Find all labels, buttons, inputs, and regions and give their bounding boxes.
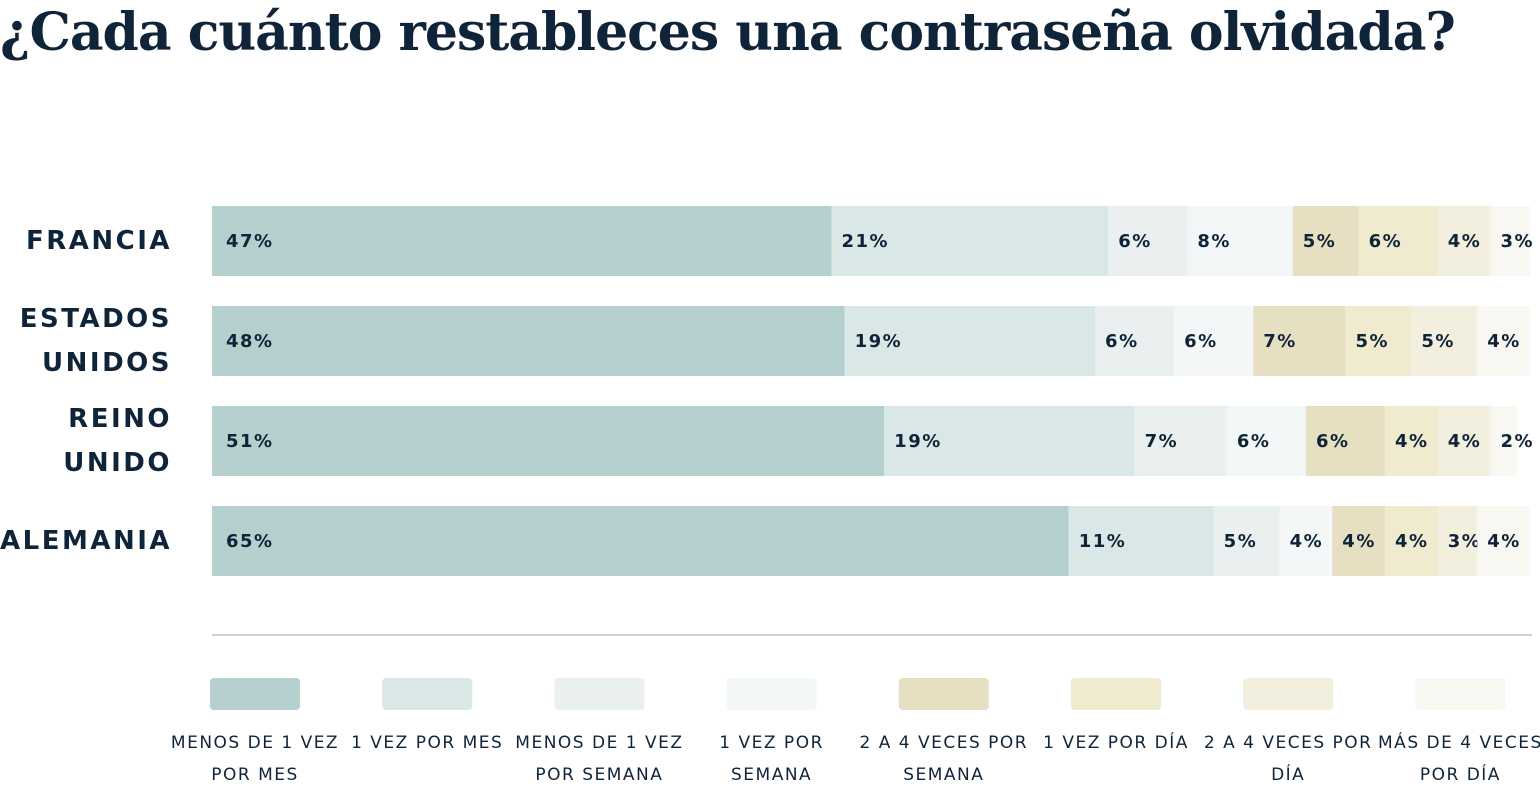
bar-segment	[1490, 206, 1530, 276]
data-label: 6%	[1118, 231, 1152, 252]
data-label: 4%	[1487, 531, 1521, 552]
data-label: 6%	[1316, 431, 1350, 452]
legend-label: MENOS DE 1 VEZ POR MES	[170, 733, 340, 785]
bar-segment	[212, 406, 885, 476]
bar-segment	[1477, 506, 1530, 576]
legend-swatch	[382, 678, 473, 710]
bar-segment	[1292, 206, 1359, 276]
data-label: 51%	[226, 431, 274, 452]
data-label: 5%	[1355, 331, 1389, 352]
bar-segment	[1385, 506, 1438, 576]
bar-segment	[1332, 506, 1386, 576]
legend-swatch	[1243, 678, 1334, 710]
bar-segment	[1253, 306, 1346, 376]
data-label: 7%	[1145, 431, 1179, 452]
bar-segment	[1108, 206, 1188, 276]
data-label: 47%	[226, 231, 274, 252]
data-label: 4%	[1487, 331, 1521, 352]
bar-segment	[1477, 306, 1530, 376]
bar-segment	[1358, 206, 1438, 276]
data-label: 6%	[1369, 231, 1403, 252]
data-label: 7%	[1263, 331, 1297, 352]
data-label: 8%	[1197, 231, 1231, 252]
bar-segment	[1437, 406, 1491, 476]
bar-segment	[831, 206, 1109, 276]
legend-label: 2 A 4 VECES POR DÍA	[1203, 733, 1373, 785]
data-label: 6%	[1184, 331, 1218, 352]
data-label: 3%	[1500, 231, 1534, 252]
bar-segment	[1437, 506, 1478, 576]
data-label: 4%	[1395, 431, 1429, 452]
bar-segment	[1174, 306, 1254, 376]
data-label: 6%	[1105, 331, 1139, 352]
data-label: 4%	[1448, 431, 1482, 452]
data-label: 4%	[1448, 231, 1482, 252]
bar-segment	[884, 406, 1135, 476]
bar-segment	[1068, 506, 1214, 576]
bar-segment	[212, 306, 845, 376]
legend-swatch	[898, 678, 989, 710]
data-label: 19%	[855, 331, 903, 352]
bar-segment	[1305, 406, 1386, 476]
data-label: 5%	[1224, 531, 1258, 552]
category-label: ESTADOS UNIDOS	[19, 304, 172, 378]
legend-label: MENOS DE 1 VEZ POR SEMANA	[515, 733, 684, 785]
bar-segment	[1226, 406, 1306, 476]
chart-title: ¿Cada cuánto restableces una contraseña …	[0, 2, 1456, 63]
data-label: 2%	[1500, 431, 1534, 452]
data-label: 5%	[1421, 331, 1455, 352]
legend-swatch	[1071, 678, 1161, 710]
legend-label: 2 A 4 VECES POR SEMANA	[859, 733, 1029, 785]
data-label: 48%	[226, 331, 274, 352]
legend-label: 1 VEZ POR DÍA	[1043, 733, 1189, 753]
bar-segment	[1385, 406, 1438, 476]
legend-label: MÁS DE 4 VECES POR DÍA	[1378, 733, 1540, 785]
bar-segment	[1437, 206, 1491, 276]
bar-segment	[212, 206, 832, 276]
data-label: 11%	[1079, 531, 1127, 552]
data-label: 6%	[1237, 431, 1271, 452]
category-label: REINO UNIDO	[63, 404, 172, 478]
data-label: 5%	[1303, 231, 1337, 252]
data-label: 4%	[1342, 531, 1376, 552]
legend-swatch	[726, 678, 817, 710]
legend-swatch	[1415, 678, 1506, 710]
data-label: 3%	[1448, 531, 1482, 552]
data-label: 19%	[894, 431, 942, 452]
data-label: 21%	[841, 231, 889, 252]
bar-segment	[844, 306, 1096, 376]
bar-segment	[212, 506, 1069, 576]
bar-segment	[1134, 406, 1227, 476]
bar-segment	[1187, 206, 1293, 276]
data-label: 4%	[1395, 531, 1429, 552]
bar-segment	[1279, 506, 1333, 576]
legend-swatch	[210, 678, 300, 710]
bar-segment	[1411, 306, 1478, 376]
bar-segment	[1490, 406, 1517, 476]
category-label: FRANCIA	[25, 226, 172, 256]
bar-segment	[1095, 306, 1175, 376]
legend-label: 1 VEZ POR SEMANA	[719, 733, 824, 785]
data-label: 65%	[226, 531, 274, 552]
legend-label: 1 VEZ POR MES	[351, 733, 504, 753]
bar-segment	[1213, 506, 1280, 576]
legend-swatch	[554, 678, 645, 710]
data-label: 4%	[1290, 531, 1324, 552]
bar-segment	[1345, 306, 1412, 376]
category-label: ALEMANIA	[0, 526, 173, 556]
